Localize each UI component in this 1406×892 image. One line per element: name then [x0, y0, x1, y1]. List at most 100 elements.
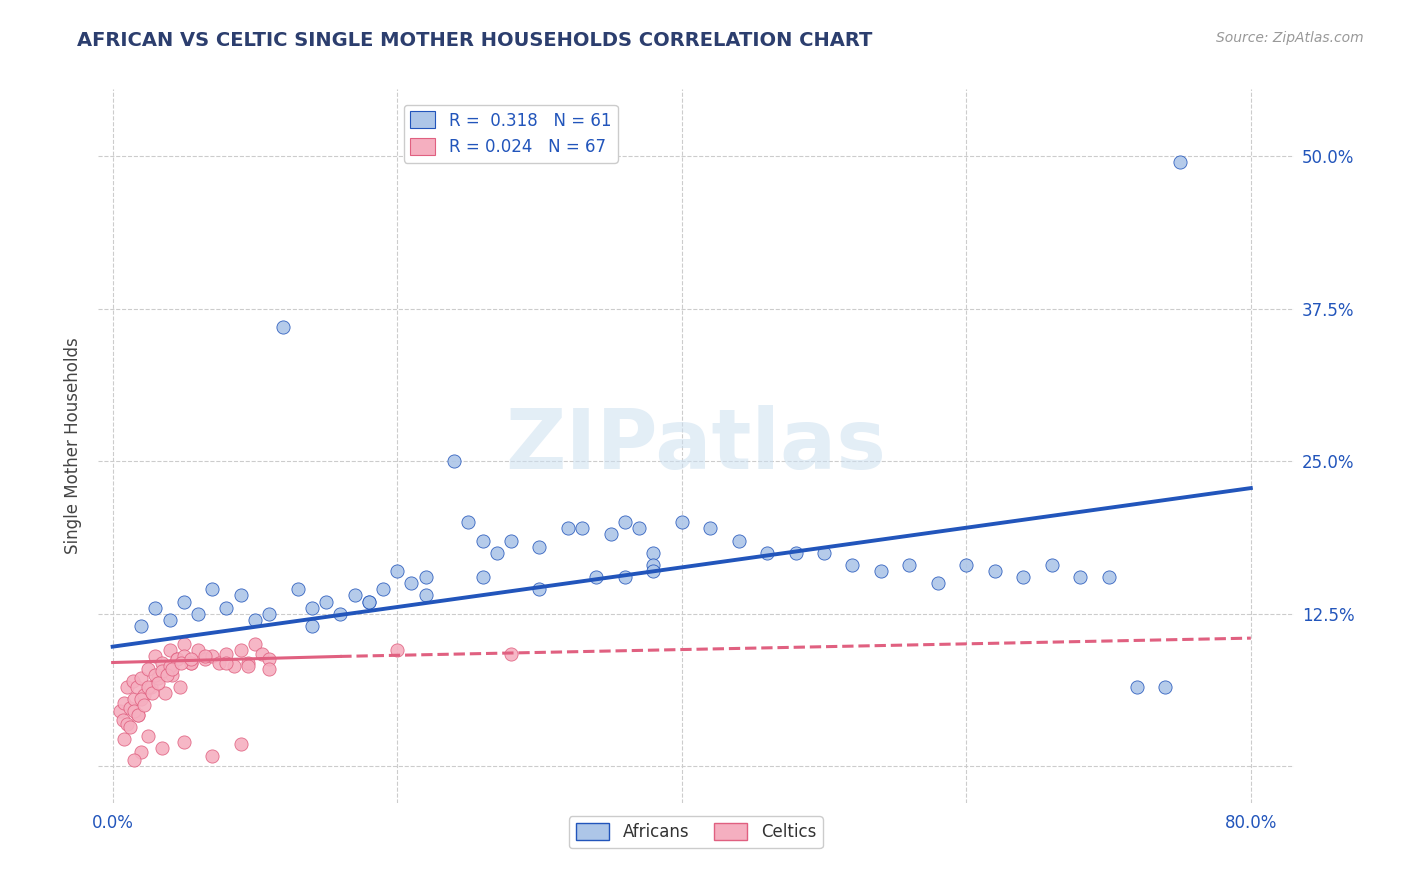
Point: [129, 619, 152, 633]
Point: [315, 594, 337, 608]
Point: [415, 570, 437, 584]
Point: [194, 652, 217, 666]
Point: [143, 649, 166, 664]
Point: [485, 546, 508, 560]
Y-axis label: Single Mother Households: Single Mother Households: [65, 338, 83, 554]
Legend: Africans, Celtics: Africans, Celtics: [569, 816, 823, 848]
Point: [785, 546, 807, 560]
Point: [1126, 680, 1149, 694]
Point: [125, 680, 148, 694]
Point: [727, 533, 749, 548]
Point: [122, 704, 145, 718]
Point: [499, 533, 522, 548]
Point: [111, 713, 134, 727]
Point: [122, 753, 145, 767]
Point: [329, 607, 352, 621]
Point: [955, 558, 977, 572]
Point: [143, 667, 166, 681]
Point: [1168, 155, 1191, 169]
Point: [132, 698, 155, 713]
Point: [257, 662, 280, 676]
Point: [756, 546, 779, 560]
Point: [162, 667, 184, 681]
Point: [357, 594, 380, 608]
Point: [132, 689, 155, 703]
Point: [273, 320, 295, 334]
Point: [187, 643, 209, 657]
Point: [127, 708, 149, 723]
Point: [108, 704, 131, 718]
Point: [415, 589, 437, 603]
Point: [152, 740, 174, 755]
Point: [215, 656, 238, 670]
Point: [180, 652, 202, 666]
Point: [115, 680, 138, 694]
Point: [229, 589, 252, 603]
Point: [643, 564, 665, 578]
Point: [599, 527, 621, 541]
Point: [155, 686, 177, 700]
Point: [870, 564, 893, 578]
Point: [699, 521, 721, 535]
Point: [173, 649, 195, 664]
Point: [115, 716, 138, 731]
Point: [122, 692, 145, 706]
Point: [257, 607, 280, 621]
Point: [169, 680, 191, 694]
Point: [343, 589, 366, 603]
Point: [557, 521, 579, 535]
Point: [136, 662, 159, 676]
Point: [159, 643, 181, 657]
Text: ZIPatlas: ZIPatlas: [506, 406, 886, 486]
Point: [1097, 570, 1119, 584]
Point: [127, 708, 149, 723]
Point: [1012, 570, 1035, 584]
Point: [250, 647, 273, 661]
Point: [571, 521, 593, 535]
Point: [371, 582, 394, 597]
Point: [136, 680, 159, 694]
Point: [499, 647, 522, 661]
Point: [148, 676, 170, 690]
Point: [927, 576, 949, 591]
Point: [180, 656, 202, 670]
Point: [1069, 570, 1091, 584]
Point: [143, 600, 166, 615]
Point: [529, 582, 551, 597]
Point: [129, 745, 152, 759]
Point: [529, 540, 551, 554]
Point: [141, 686, 163, 700]
Point: [139, 680, 162, 694]
Point: [121, 673, 143, 688]
Point: [180, 656, 202, 670]
Point: [148, 672, 170, 686]
Point: [152, 656, 174, 670]
Point: [187, 607, 209, 621]
Point: [229, 737, 252, 751]
Point: [401, 576, 423, 591]
Point: [287, 582, 309, 597]
Point: [457, 515, 479, 529]
Point: [201, 749, 224, 764]
Point: [159, 613, 181, 627]
Point: [162, 662, 184, 676]
Point: [152, 664, 174, 678]
Point: [1154, 680, 1177, 694]
Point: [215, 647, 238, 661]
Point: [443, 454, 465, 468]
Point: [112, 732, 135, 747]
Point: [118, 700, 141, 714]
Point: [301, 619, 323, 633]
Point: [129, 672, 152, 686]
Point: [613, 515, 636, 529]
Point: [243, 613, 266, 627]
Point: [236, 656, 259, 670]
Point: [112, 696, 135, 710]
Point: [173, 637, 195, 651]
Point: [201, 582, 224, 597]
Point: [813, 546, 835, 560]
Point: [643, 558, 665, 572]
Point: [471, 533, 494, 548]
Point: [166, 652, 188, 666]
Point: [385, 564, 409, 578]
